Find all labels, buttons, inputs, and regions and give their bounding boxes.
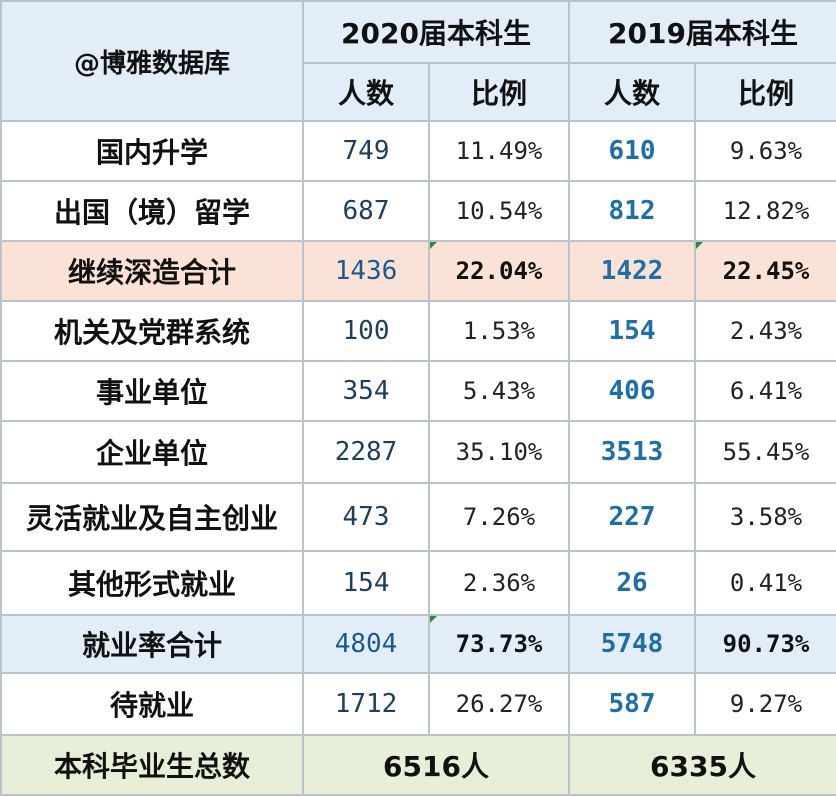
ratio-2020: 5.43% bbox=[428, 360, 570, 422]
count-2019: 154 bbox=[568, 300, 696, 362]
row-label: 出国（境）留学 bbox=[0, 180, 304, 242]
count-2020: 1436 bbox=[302, 240, 430, 302]
ratio-2020: 26.27% bbox=[428, 672, 570, 736]
count-2019: 3513 bbox=[568, 420, 696, 484]
table-row: 待就业 1712 26.27% 587 9.27% bbox=[0, 672, 836, 736]
row-label: 事业单位 bbox=[0, 360, 304, 422]
total-2020: 6516人 bbox=[302, 734, 570, 796]
ratio-2019: 0.41% bbox=[694, 550, 836, 616]
ratio-2020: 11.49% bbox=[428, 120, 570, 182]
row-label: 其他形式就业 bbox=[0, 550, 304, 616]
ratio-2020: 1.53% bbox=[428, 300, 570, 362]
table-row: 国内升学 749 11.49% 610 9.63% bbox=[0, 120, 836, 182]
col-count-2019: 人数 bbox=[568, 62, 696, 122]
count-2019: 587 bbox=[568, 672, 696, 736]
ratio-2019: 22.45% bbox=[694, 240, 836, 302]
ratio-2019: 6.41% bbox=[694, 360, 836, 422]
ratio-2019: 9.63% bbox=[694, 120, 836, 182]
count-2019: 406 bbox=[568, 360, 696, 422]
count-2020: 154 bbox=[302, 550, 430, 616]
ratio-2020: 73.73% bbox=[428, 614, 570, 674]
count-2019: 5748 bbox=[568, 614, 696, 674]
total-2019: 6335人 bbox=[568, 734, 836, 796]
ratio-2019: 3.58% bbox=[694, 482, 836, 552]
header-row-years: @博雅数据库 2020届本科生 2019届本科生 bbox=[0, 0, 836, 122]
header-row-columns: 人数 比例 人数 比例 bbox=[1, 62, 836, 122]
ratio-2020: 35.10% bbox=[428, 420, 570, 484]
count-2020: 687 bbox=[302, 180, 430, 242]
row-label: 国内升学 bbox=[0, 120, 304, 182]
ratio-2020: 22.04% bbox=[428, 240, 570, 302]
table-row: 机关及党群系统 100 1.53% 154 2.43% bbox=[0, 300, 836, 362]
ratio-2020: 2.36% bbox=[428, 550, 570, 616]
ratio-2019: 90.73% bbox=[694, 614, 836, 674]
table-row: 企业单位 2287 35.10% 3513 55.45% bbox=[0, 420, 836, 484]
row-label: 待就业 bbox=[0, 672, 304, 736]
row-label: 灵活就业及自主创业 bbox=[0, 482, 304, 552]
count-2019: 26 bbox=[568, 550, 696, 616]
count-2019: 812 bbox=[568, 180, 696, 242]
ratio-2019: 9.27% bbox=[694, 672, 836, 736]
table-row: 出国（境）留学 687 10.54% 812 12.82% bbox=[0, 180, 836, 242]
count-2019: 1422 bbox=[568, 240, 696, 302]
brand-label: @博雅数据库 bbox=[0, 0, 304, 122]
count-2019: 610 bbox=[568, 120, 696, 182]
count-2020: 749 bbox=[302, 120, 430, 182]
table-row-further-study-total: 继续深造合计 1436 22.04% 1422 22.45% bbox=[0, 240, 836, 302]
count-2020: 354 bbox=[302, 360, 430, 422]
row-label: 就业率合计 bbox=[0, 614, 304, 674]
ratio-2019: 12.82% bbox=[694, 180, 836, 242]
col-ratio-2019: 比例 bbox=[694, 62, 836, 122]
ratio-2020: 10.54% bbox=[428, 180, 570, 242]
count-2020: 4804 bbox=[302, 614, 430, 674]
ratio-2020: 7.26% bbox=[428, 482, 570, 552]
total-row: 本科毕业生总数 6516人 6335人 bbox=[0, 734, 836, 796]
row-label: 机关及党群系统 bbox=[0, 300, 304, 362]
row-label: 继续深造合计 bbox=[0, 240, 304, 302]
table-row: 灵活就业及自主创业 473 7.26% 227 3.58% bbox=[0, 482, 836, 552]
count-2020: 100 bbox=[302, 300, 430, 362]
header-2019: 2019届本科生 bbox=[568, 0, 836, 64]
total-label: 本科毕业生总数 bbox=[0, 734, 304, 796]
col-ratio-2020: 比例 bbox=[428, 62, 570, 122]
ratio-2019: 2.43% bbox=[694, 300, 836, 362]
ratio-2019: 55.45% bbox=[694, 420, 836, 484]
header-2020: 2020届本科生 bbox=[302, 0, 570, 64]
count-2020: 473 bbox=[302, 482, 430, 552]
table-row-employment-total: 就业率合计 4804 73.73% 5748 90.73% bbox=[0, 614, 836, 674]
count-2020: 2287 bbox=[302, 420, 430, 484]
table-row: 事业单位 354 5.43% 406 6.41% bbox=[0, 360, 836, 422]
count-2019: 227 bbox=[568, 482, 696, 552]
row-label: 企业单位 bbox=[0, 420, 304, 484]
col-count-2020: 人数 bbox=[302, 62, 430, 122]
count-2020: 1712 bbox=[302, 672, 430, 736]
table-row: 其他形式就业 154 2.36% 26 0.41% bbox=[0, 550, 836, 616]
